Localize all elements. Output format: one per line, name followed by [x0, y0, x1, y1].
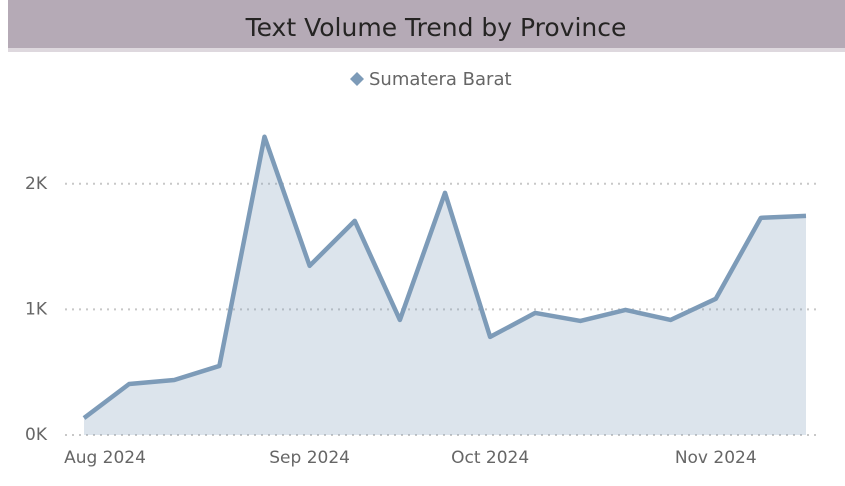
x-tick-label: Sep 2024: [269, 448, 350, 468]
y-tick-label: 2K: [25, 174, 48, 194]
chart-title: Text Volume Trend by Province: [245, 13, 627, 42]
title-bar-edge: [8, 48, 845, 52]
area-fill: [84, 136, 806, 435]
x-tick-label: Nov 2024: [675, 448, 757, 468]
legend-marker: [350, 72, 364, 86]
title-bar: [8, 0, 845, 52]
line: [82, 134, 807, 420]
y-tick-label: 1K: [25, 299, 48, 319]
legend-label: Sumatera Barat: [369, 69, 512, 90]
x-tick-label: Oct 2024: [451, 448, 529, 468]
x-tick-label: Aug 2024: [64, 448, 146, 468]
y-tick-label: 0K: [25, 425, 48, 445]
